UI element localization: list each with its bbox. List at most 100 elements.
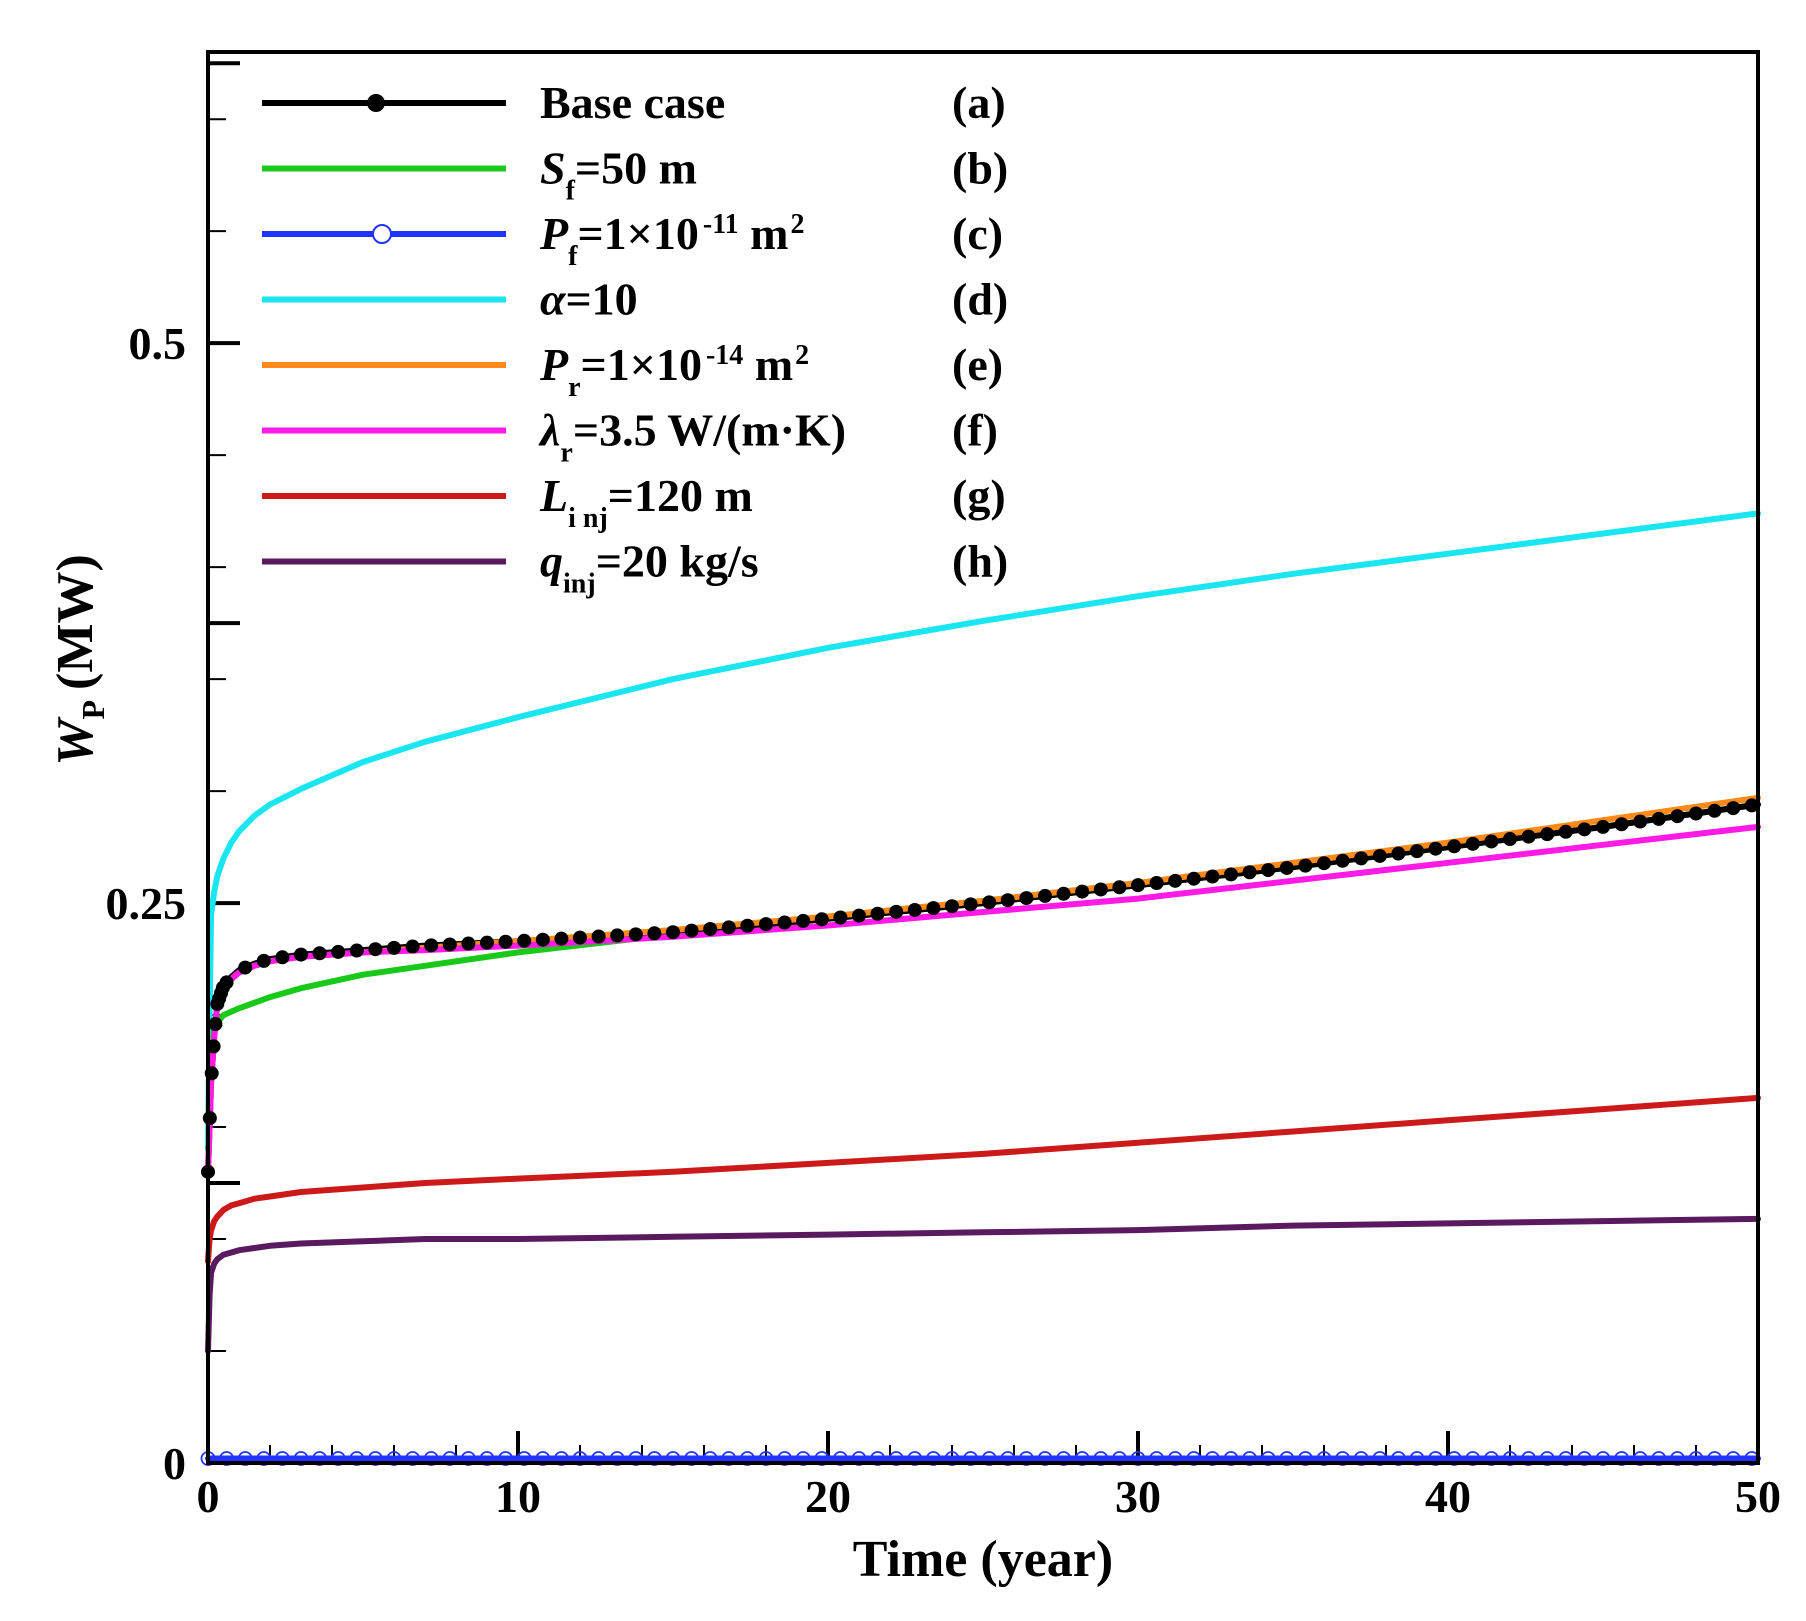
legend-label-rest: =20 kg/s bbox=[596, 536, 759, 587]
legend-tag-h: (h) bbox=[952, 536, 1008, 587]
legend-tag-b: (b) bbox=[952, 143, 1008, 194]
series-marker-c bbox=[851, 1451, 867, 1466]
series-marker-a bbox=[852, 908, 866, 923]
series-marker-a bbox=[1205, 869, 1220, 884]
legend-label-tail: m bbox=[743, 339, 793, 390]
series-marker-a bbox=[219, 975, 234, 990]
series-marker-c bbox=[647, 1451, 662, 1466]
series-marker-a bbox=[1577, 822, 1592, 837]
legend-label-main: α bbox=[540, 274, 567, 325]
series-marker-c bbox=[1112, 1451, 1127, 1466]
series-marker-c bbox=[1335, 1451, 1350, 1466]
series-marker-c bbox=[1037, 1451, 1053, 1466]
series-marker-c bbox=[1670, 1451, 1685, 1466]
series-marker-c bbox=[1651, 1451, 1667, 1466]
legend-label-main: P bbox=[539, 208, 569, 259]
series-marker-a bbox=[1317, 856, 1331, 871]
series-marker-a bbox=[1447, 839, 1462, 854]
y-axis-title: WP (MW) bbox=[47, 554, 111, 766]
legend-label-sub: f bbox=[568, 241, 578, 272]
legend-label-d: α=10 bbox=[540, 274, 638, 325]
series-marker-c bbox=[944, 1451, 960, 1466]
series-marker-c bbox=[870, 1451, 885, 1466]
series-marker-a bbox=[275, 950, 290, 965]
series-marker-a bbox=[926, 901, 941, 916]
legend-tag-d: (d) bbox=[952, 274, 1008, 325]
series-marker-a bbox=[442, 937, 457, 952]
legend-tag-a: (a) bbox=[952, 77, 1006, 128]
series-marker-a bbox=[424, 938, 439, 953]
legend-label-rest: =10 bbox=[565, 274, 637, 325]
series-marker-c bbox=[684, 1451, 699, 1466]
series-marker-a bbox=[721, 920, 736, 935]
series-marker-c bbox=[1558, 1451, 1574, 1466]
series-marker-a bbox=[1131, 878, 1145, 893]
series-marker-a bbox=[1428, 841, 1443, 856]
series-marker-a bbox=[1540, 827, 1555, 842]
series-marker-a bbox=[1484, 834, 1499, 849]
y-axis-title-sub: P bbox=[75, 700, 111, 720]
series-marker-a bbox=[1521, 829, 1536, 844]
series-marker-a bbox=[206, 1039, 221, 1054]
series-marker-a bbox=[1038, 888, 1052, 903]
series-marker-a bbox=[1651, 811, 1666, 826]
series-marker-c bbox=[293, 1451, 309, 1466]
series-marker-c bbox=[330, 1451, 346, 1466]
series-marker-a bbox=[1298, 858, 1313, 873]
series-marker-a bbox=[461, 936, 476, 951]
series-marker-a bbox=[889, 904, 904, 919]
series-marker-c bbox=[1484, 1451, 1499, 1466]
series-marker-c bbox=[721, 1451, 737, 1466]
series-marker-a bbox=[1744, 798, 1759, 813]
series-marker-a bbox=[1000, 893, 1015, 908]
series-marker-a bbox=[833, 910, 848, 925]
series-marker-a bbox=[1019, 891, 1034, 906]
series-marker-c bbox=[1316, 1451, 1332, 1466]
legend-label-main: L bbox=[539, 470, 568, 521]
series-marker-c bbox=[1465, 1451, 1481, 1466]
x-tick-label: 40 bbox=[1425, 1471, 1471, 1522]
series-marker-a bbox=[256, 953, 271, 968]
series-marker-c bbox=[665, 1451, 681, 1466]
series-marker-c bbox=[423, 1451, 439, 1466]
series-marker-a bbox=[1391, 846, 1406, 861]
series-marker-c bbox=[777, 1451, 792, 1466]
legend-label-main: λ bbox=[538, 405, 560, 456]
series-marker-c bbox=[1688, 1451, 1704, 1466]
series-marker-a bbox=[1410, 844, 1424, 859]
series-marker-c bbox=[1707, 1451, 1722, 1466]
series-marker-c bbox=[1353, 1451, 1369, 1466]
series-marker-a bbox=[1075, 884, 1090, 899]
series-marker-a bbox=[870, 906, 885, 921]
series-marker-c bbox=[1279, 1451, 1295, 1466]
series-marker-c bbox=[1539, 1451, 1555, 1466]
series-marker-a bbox=[1372, 848, 1387, 863]
series-marker-c bbox=[1409, 1451, 1425, 1466]
series-marker-a bbox=[535, 932, 550, 947]
series-marker-a bbox=[312, 946, 327, 961]
series-marker-c bbox=[1130, 1451, 1146, 1466]
series-marker-c bbox=[702, 1451, 718, 1466]
series-marker-a bbox=[982, 895, 997, 910]
series-marker-a bbox=[591, 929, 606, 944]
series-marker-c bbox=[1614, 1451, 1629, 1466]
legend-label-h: qinj=20 kg/s bbox=[540, 536, 759, 600]
series-marker-a bbox=[963, 897, 978, 912]
series-marker-c bbox=[1074, 1451, 1090, 1466]
series-marker-c bbox=[926, 1451, 941, 1466]
series-marker-a bbox=[1168, 873, 1183, 888]
series-line-d bbox=[205, 510, 1761, 1153]
x-axis-title: Time (year) bbox=[853, 1531, 1113, 1588]
legend-label-sup: -14 bbox=[706, 340, 743, 371]
series-marker-a bbox=[405, 939, 420, 954]
series-marker-a bbox=[480, 935, 494, 950]
series-marker-c bbox=[312, 1451, 328, 1466]
series-marker-a bbox=[331, 944, 346, 959]
series-marker-c bbox=[981, 1451, 997, 1466]
series-marker-a bbox=[1596, 819, 1610, 834]
series-line-h bbox=[205, 1215, 1761, 1354]
series-marker-c bbox=[1595, 1451, 1611, 1466]
series-marker-a bbox=[647, 926, 662, 941]
series-marker-a bbox=[628, 927, 643, 942]
